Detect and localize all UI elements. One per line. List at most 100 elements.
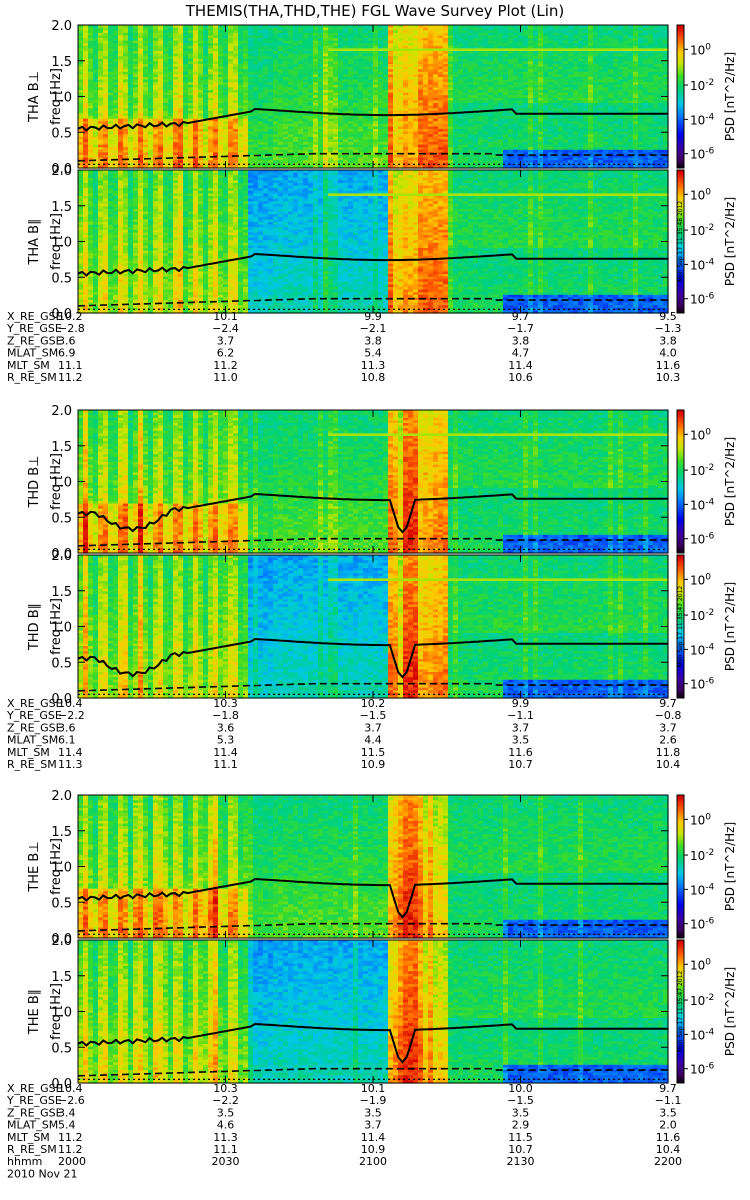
ephemeris-value: 11.6 — [656, 359, 681, 372]
panel-label: THA B∥ — [27, 218, 42, 265]
ephemeris-name: X_RE_GSE — [7, 697, 63, 710]
y-axis-label: freq [Hz] — [49, 68, 64, 125]
colorbar-tick-label: 100 — [690, 42, 711, 57]
colorbar-tick-label: 10-6 — [690, 1062, 715, 1077]
ephemeris-value: 3.5 — [512, 734, 530, 747]
ephemeris-value: 3.4 — [58, 1106, 76, 1119]
y-axis-label: freq [Hz] — [49, 453, 64, 510]
ephemeris-value: 3.6 — [58, 721, 76, 734]
panel-label: THD B∥ — [27, 603, 42, 651]
colorbar-label: PSD [nT^2/Hz] — [723, 822, 737, 911]
ephemeris-value: 10.0 — [508, 1082, 533, 1095]
ephemeris-value: −1.8 — [212, 709, 239, 722]
colorbar-tick-label: 10-4 — [690, 1027, 715, 1042]
ephemeris-value: −2.6 — [58, 1094, 85, 1107]
x-tick-label: 2130 — [507, 1155, 535, 1168]
ephemeris-value: 3.5 — [364, 1106, 382, 1119]
panel-label: THD B⊥ — [27, 455, 42, 508]
colorbar-tick-label: 10-2 — [690, 78, 714, 93]
ephemeris-value: −1.7 — [507, 322, 534, 335]
ephemeris-value: 11.3 — [361, 359, 386, 372]
x-axis-label: hhmm — [7, 1155, 42, 1168]
ephemeris-value: 11.1 — [213, 758, 238, 771]
ephemeris-name: R_RE_SM — [7, 371, 57, 384]
ephemeris-value: 11.1 — [58, 359, 83, 372]
ephemeris-value: 10.2 — [58, 310, 83, 323]
colorbar-tick-label: 10-4 — [690, 642, 715, 657]
ephemeris-name: MLT_SM — [7, 746, 50, 759]
ephemeris-value: 6.1 — [58, 734, 76, 747]
ephemeris-value: 9.7 — [659, 697, 677, 710]
ephemeris-name: Z_RE_GSE — [7, 721, 63, 734]
ephemeris-value: 9.9 — [364, 310, 382, 323]
ephemeris-value: 3.7 — [364, 721, 382, 734]
ephemeris-value: 9.9 — [512, 697, 530, 710]
ephemeris-value: 5.3 — [217, 734, 235, 747]
ephemeris-value: −1.9 — [360, 1094, 387, 1107]
ephemeris-value: 10.9 — [361, 758, 386, 771]
ephemeris-value: 11.2 — [58, 1143, 83, 1156]
colorbar-label: PSD [nT^2/Hz] — [723, 437, 737, 526]
ephemeris-value: 11.2 — [58, 371, 83, 384]
ephemeris-name: MLAT_SM — [7, 347, 58, 360]
ephemeris-value: 3.8 — [659, 334, 677, 347]
y-tick-label: 1.5 — [51, 585, 72, 600]
ephemeris-value: 3.5 — [217, 1106, 235, 1119]
ephemeris-value: 2.9 — [512, 1119, 530, 1132]
ephemeris-value: −1.1 — [655, 1094, 682, 1107]
ephemeris-value: 11.6 — [508, 746, 533, 759]
colorbar-tick-label: 10-4 — [690, 882, 715, 897]
colorbar-label: PSD [nT^2/Hz] — [723, 582, 737, 671]
y-tick-label: 1.5 — [51, 200, 72, 215]
ephemeris-name: Z_RE_GSE — [7, 334, 63, 347]
ephemeris-value: 10.1 — [213, 310, 238, 323]
ephemeris-value: 3.7 — [512, 721, 530, 734]
y-tick-label: 0.5 — [51, 1041, 72, 1056]
ephemeris-value: 11.5 — [508, 1131, 533, 1144]
ephemeris-value: −1.5 — [360, 709, 387, 722]
colorbar-label: PSD [nT^2/Hz] — [723, 967, 737, 1056]
ephemeris-value: 10.3 — [656, 371, 681, 384]
ephemeris-value: 10.4 — [58, 697, 83, 710]
ephemeris-value: 5.4 — [58, 1119, 76, 1132]
ephemeris-value: 11.2 — [213, 359, 238, 372]
colorbar-tick-label: 10-6 — [690, 532, 715, 547]
colorbar-tick-label: 10-2 — [690, 608, 714, 623]
ephemeris-value: −0.8 — [655, 709, 682, 722]
ephemeris-name: X_RE_GSE — [7, 1082, 63, 1095]
ephemeris-name: Z_RE_GSE — [7, 1106, 63, 1119]
colorbar-tick-label: 10-4 — [690, 257, 715, 272]
y-tick-label: 2.0 — [51, 19, 72, 34]
ephemeris-value: 11.4 — [58, 746, 83, 759]
ephemeris-value: 10.4 — [58, 1082, 83, 1095]
x-tick-label: 2000 — [58, 1155, 86, 1168]
y-tick-label: 0.5 — [51, 511, 72, 526]
ephemeris-value: 2.0 — [659, 1119, 677, 1132]
ephemeris-value: 10.4 — [656, 1143, 681, 1156]
ephemeris-value: 3.7 — [659, 721, 677, 734]
panel-label: THE B∥ — [27, 989, 42, 1035]
ephemeris-value: 11.1 — [213, 1143, 238, 1156]
colorbar-tick-label: 100 — [690, 572, 711, 587]
ephemeris-value: −2.8 — [58, 322, 85, 335]
ephemeris-value: 10.3 — [213, 697, 238, 710]
ephemeris-value: 11.3 — [213, 1131, 238, 1144]
ephemeris-value: 9.7 — [512, 310, 530, 323]
ephemeris-value: 10.3 — [213, 1082, 238, 1095]
ephemeris-name: MLT_SM — [7, 359, 50, 372]
ephemeris-name: MLT_SM — [7, 1131, 50, 1144]
ephemeris-value: 11.4 — [508, 359, 533, 372]
colorbar-label: PSD [nT^2/Hz] — [723, 197, 737, 286]
ephemeris-value: 11.4 — [361, 1131, 386, 1144]
colorbar-tick-label: 10-2 — [690, 848, 714, 863]
ephemeris-value: 3.7 — [364, 1119, 382, 1132]
